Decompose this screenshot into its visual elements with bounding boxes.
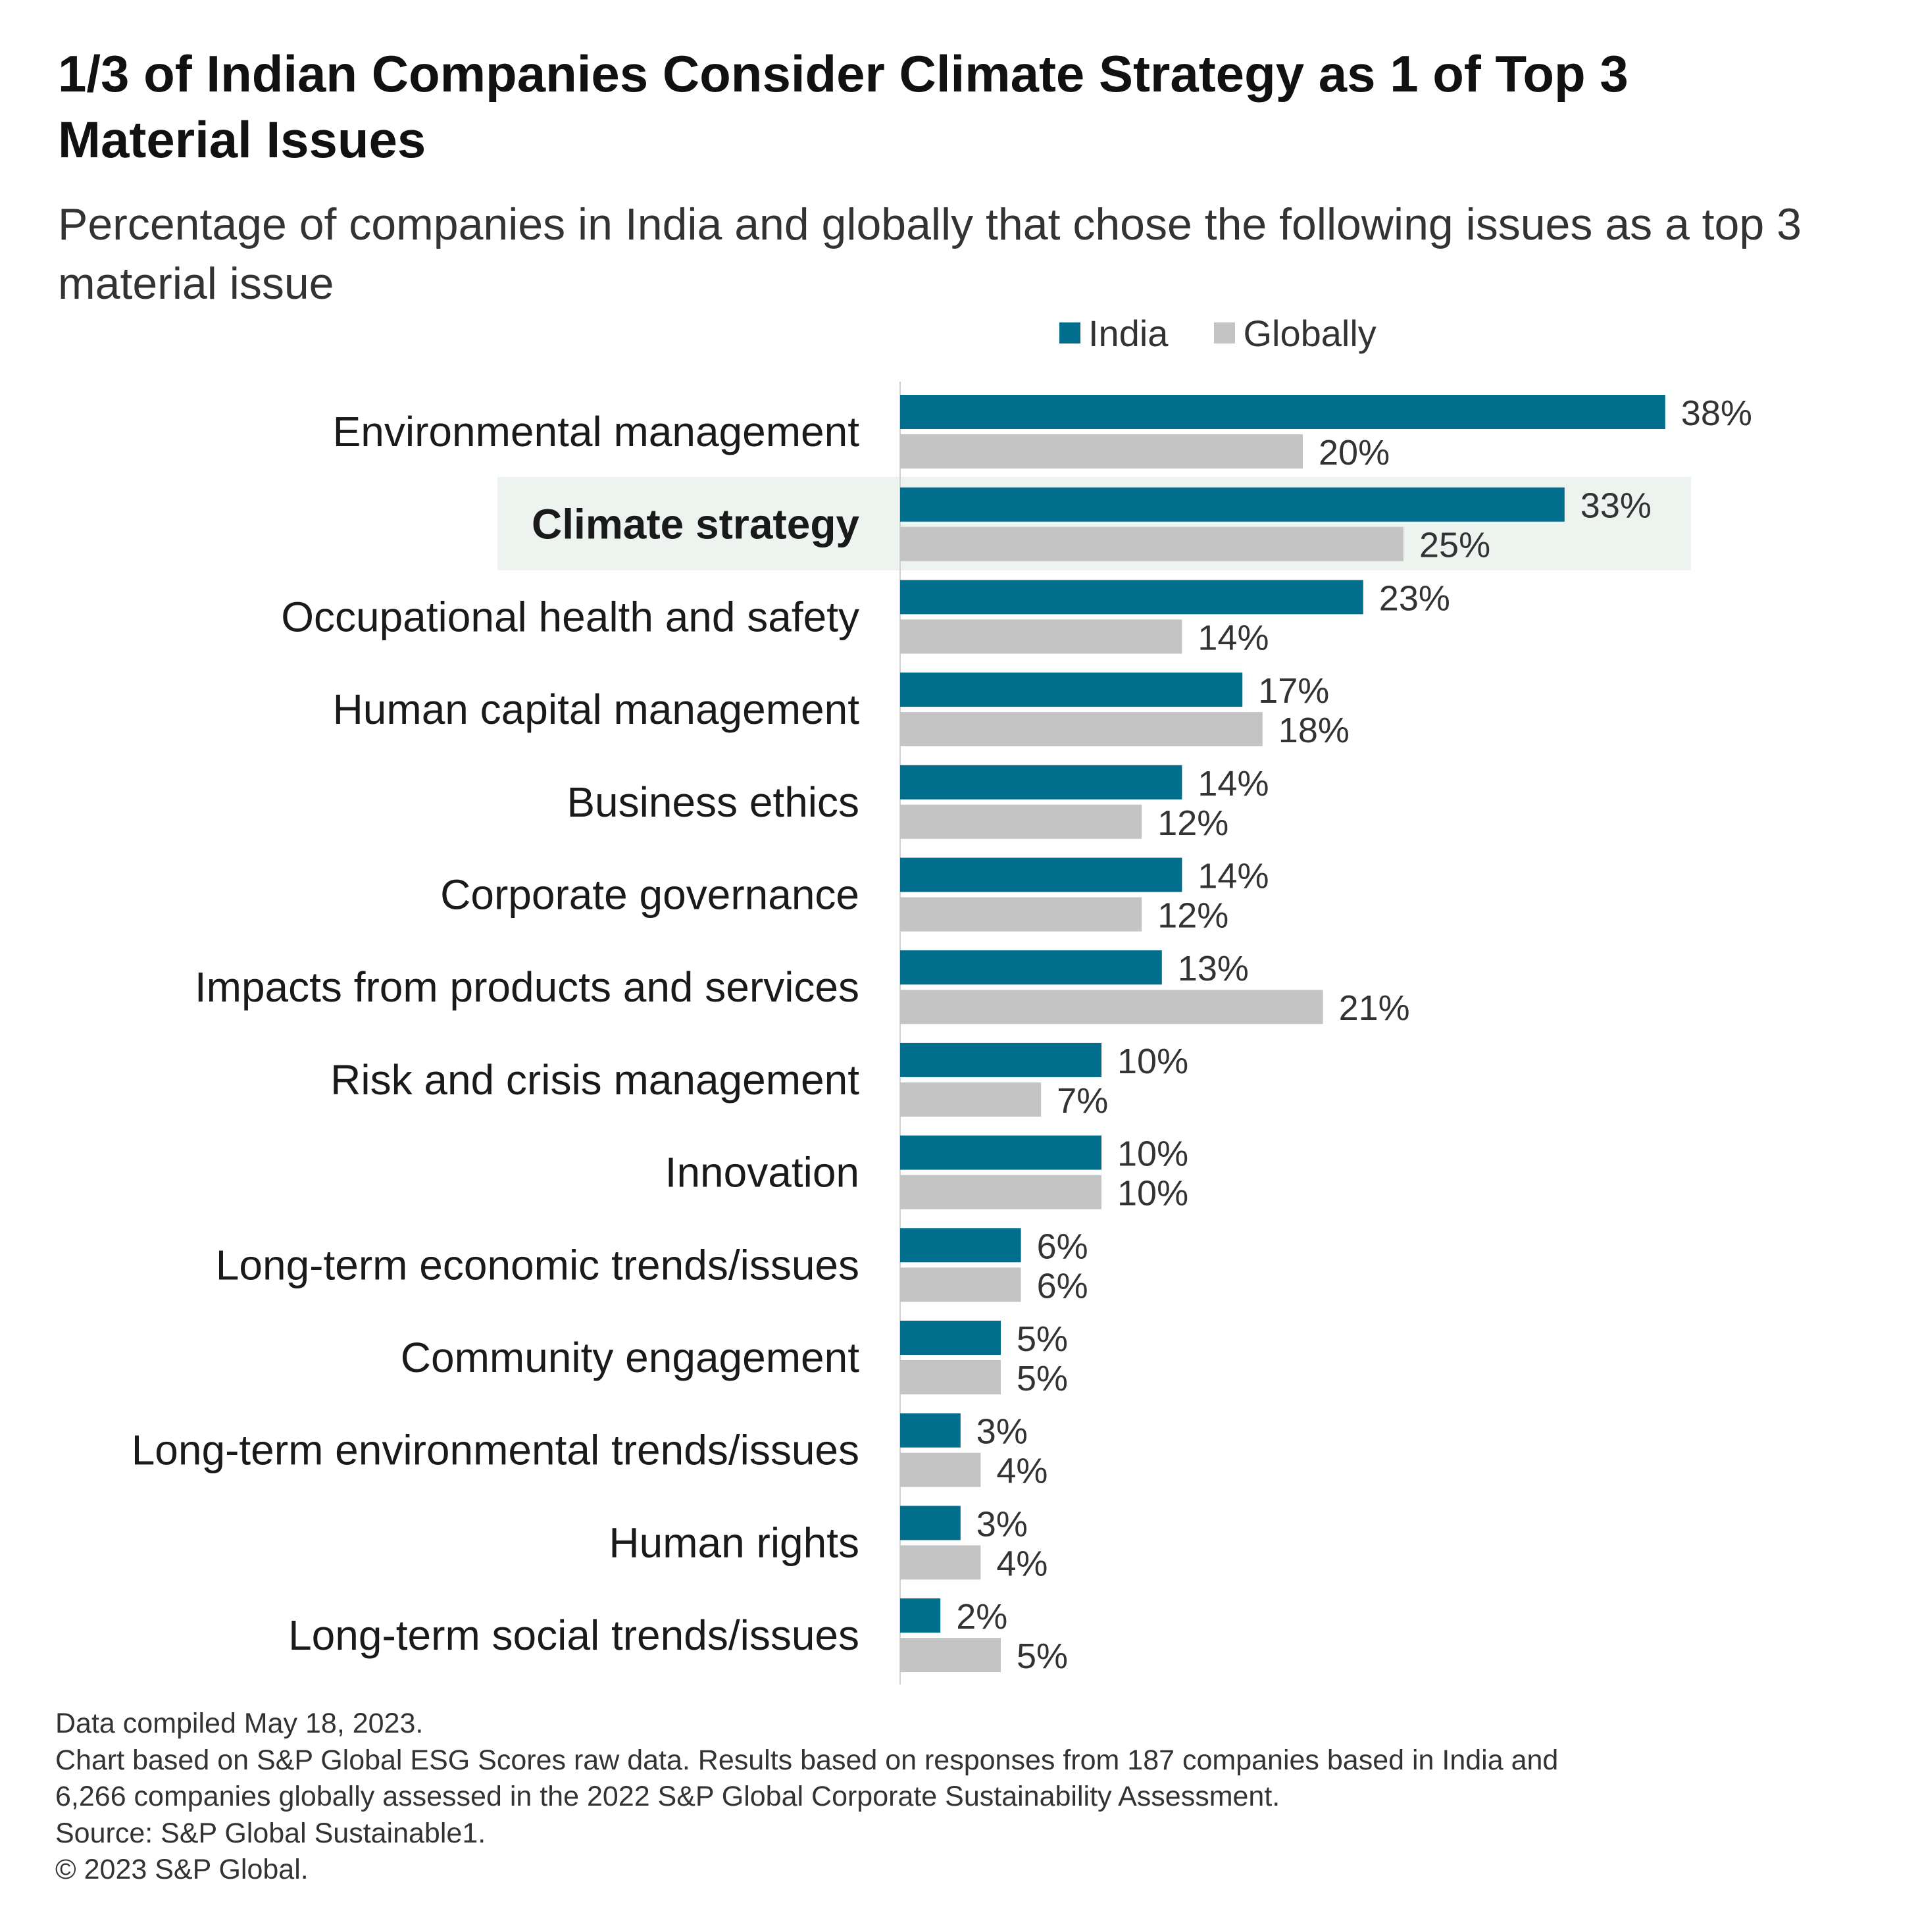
bar-globally-community-engagement — [900, 1360, 1001, 1394]
footnote-source: Source: S&P Global Sustainable1. — [55, 1817, 486, 1849]
footnote-copyright: © 2023 S&P Global. — [55, 1854, 309, 1885]
bar-globally-long-term-environmental-trends-issues — [900, 1452, 981, 1487]
value-label-globally-risk-and-crisis-management: 7% — [1057, 1081, 1108, 1121]
bar-globally-human-capital-management — [900, 712, 1263, 747]
bar-chart: Environmental management 38% 20% Climate st… — [132, 382, 1752, 1685]
bar-globally-human-rights — [900, 1545, 981, 1580]
value-label-globally-community-engagement: 5% — [1017, 1359, 1068, 1398]
value-label-india-environmental-management: 38% — [1681, 394, 1752, 433]
value-label-india-community-engagement: 5% — [1017, 1319, 1068, 1359]
value-label-india-occupational-health-and-safety: 23% — [1379, 578, 1450, 618]
value-label-india-risk-and-crisis-management: 10% — [1117, 1042, 1188, 1081]
value-label-globally-long-term-economic-trends-issues: 6% — [1037, 1266, 1088, 1306]
legend-label-india: India — [1088, 312, 1169, 354]
category-label-risk-and-crisis-management: Risk and crisis management — [330, 1056, 859, 1104]
bar-india-business-ethics — [900, 765, 1182, 800]
value-label-india-human-capital-management: 17% — [1258, 671, 1329, 711]
bar-india-human-capital-management — [900, 673, 1243, 707]
bar-globally-innovation — [900, 1175, 1101, 1209]
bar-india-long-term-economic-trends-issues — [900, 1228, 1021, 1263]
category-label-impacts-from-products-and-services: Impacts from products and services — [195, 963, 859, 1011]
value-label-india-human-rights: 3% — [976, 1504, 1028, 1544]
bar-globally-corporate-governance — [900, 897, 1142, 932]
bar-globally-long-term-economic-trends-issues — [900, 1267, 1021, 1302]
bar-globally-impacts-from-products-and-services — [900, 990, 1323, 1025]
bar-india-innovation — [900, 1135, 1101, 1170]
category-label-occupational-health-and-safety: Occupational health and safety — [281, 593, 859, 640]
value-label-globally-business-ethics: 12% — [1157, 803, 1228, 843]
bar-globally-long-term-social-trends-issues — [900, 1638, 1001, 1673]
bar-india-community-engagement — [900, 1321, 1001, 1355]
value-label-globally-corporate-governance: 12% — [1157, 896, 1228, 936]
footnotes: Data compiled May 18, 2023. Chart based … — [55, 1706, 1871, 1889]
chart-title: 1/3 of Indian Companies Consider Climate… — [58, 45, 1629, 168]
value-label-globally-human-capital-management: 18% — [1278, 711, 1350, 750]
bar-india-risk-and-crisis-management — [900, 1042, 1101, 1077]
bar-globally-business-ethics — [900, 804, 1142, 839]
footnote-chart-basis-1: Chart based on S&P Global ESG Scores raw… — [55, 1744, 1559, 1776]
category-label-long-term-social-trends-issues: Long-term social trends/issues — [288, 1612, 859, 1659]
bar-india-climate-strategy — [900, 487, 1565, 522]
value-label-globally-human-rights: 4% — [996, 1544, 1048, 1583]
value-label-india-corporate-governance: 14% — [1198, 857, 1269, 896]
legend-swatch-globally — [1214, 322, 1236, 343]
bar-globally-climate-strategy — [900, 526, 1403, 561]
value-label-india-climate-strategy: 33% — [1580, 486, 1652, 526]
bar-india-long-term-environmental-trends-issues — [900, 1413, 961, 1448]
category-label-climate-strategy: Climate strategy — [532, 501, 859, 548]
legend-label-globally: Globally — [1243, 312, 1377, 354]
bar-india-long-term-social-trends-issues — [900, 1598, 941, 1633]
bar-india-environmental-management — [900, 395, 1665, 429]
value-label-india-impacts-from-products-and-services: 13% — [1178, 949, 1249, 988]
chart-subtitle: Percentage of companies in India and glo… — [58, 199, 1802, 309]
value-label-globally-long-term-social-trends-issues: 5% — [1017, 1637, 1068, 1676]
value-label-india-long-term-social-trends-issues: 2% — [956, 1597, 1007, 1637]
legend-item-globally: Globally — [1214, 312, 1377, 355]
footnote-compiled: Data compiled May 18, 2023. — [55, 1708, 424, 1739]
legend-item-india: India — [1059, 312, 1168, 355]
value-label-india-long-term-environmental-trends-issues: 3% — [976, 1412, 1028, 1452]
bar-india-human-rights — [900, 1506, 961, 1540]
bar-india-impacts-from-products-and-services — [900, 950, 1162, 985]
value-label-india-business-ethics: 14% — [1198, 764, 1269, 803]
bar-india-occupational-health-and-safety — [900, 580, 1363, 615]
value-label-india-innovation: 10% — [1117, 1134, 1188, 1174]
category-label-long-term-environmental-trends-issues: Long-term environmental trends/issues — [132, 1427, 859, 1474]
bar-india-corporate-governance — [900, 857, 1182, 892]
bar-globally-risk-and-crisis-management — [900, 1082, 1042, 1117]
value-label-india-long-term-economic-trends-issues: 6% — [1037, 1227, 1088, 1266]
category-label-human-capital-management: Human capital management — [333, 686, 860, 733]
bar-globally-environmental-management — [900, 434, 1303, 469]
bar-globally-occupational-health-and-safety — [900, 619, 1182, 654]
value-label-globally-occupational-health-and-safety: 14% — [1198, 618, 1269, 657]
value-label-globally-innovation: 10% — [1117, 1174, 1188, 1213]
category-label-innovation: Innovation — [665, 1149, 859, 1196]
legend: India Globally — [1059, 307, 1423, 359]
category-label-business-ethics: Business ethics — [567, 778, 859, 826]
category-label-corporate-governance: Corporate governance — [440, 871, 859, 919]
category-label-community-engagement: Community engagement — [401, 1334, 859, 1381]
value-label-globally-environmental-management: 20% — [1319, 433, 1390, 472]
category-label-human-rights: Human rights — [609, 1519, 859, 1566]
legend-swatch-india — [1059, 322, 1080, 343]
value-label-globally-long-term-environmental-trends-issues: 4% — [996, 1452, 1048, 1491]
category-label-environmental-management: Environmental management — [333, 408, 860, 455]
category-label-long-term-economic-trends-issues: Long-term economic trends/issues — [216, 1241, 859, 1288]
value-label-globally-climate-strategy: 25% — [1419, 526, 1490, 565]
value-label-globally-impacts-from-products-and-services: 21% — [1339, 988, 1410, 1028]
footnote-chart-basis-2: 6,266 companies globally assessed in the… — [55, 1781, 1280, 1812]
